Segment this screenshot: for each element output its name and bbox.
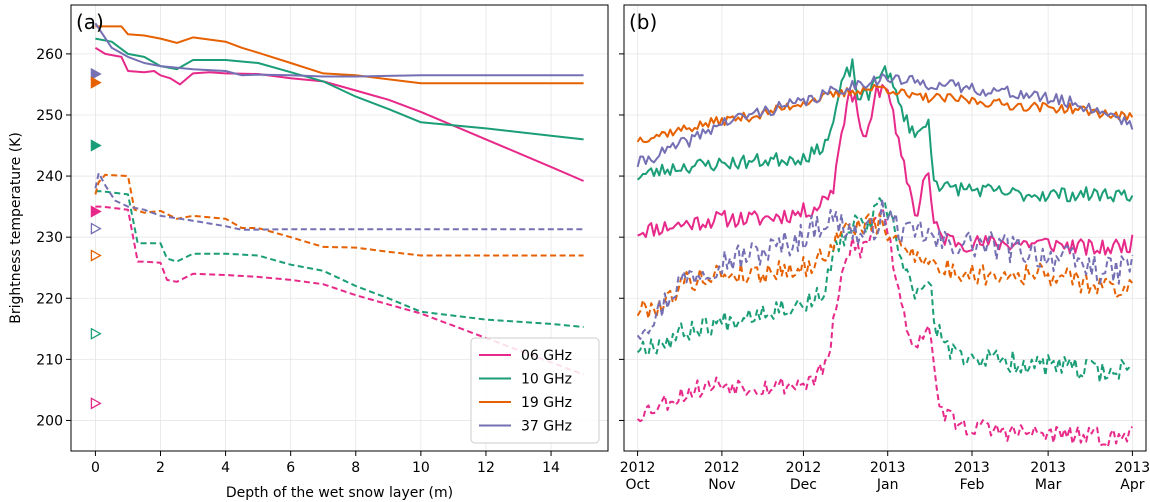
y-tick-label: 240 [36, 169, 63, 185]
panel-label: (b) [629, 10, 657, 34]
y-tick-label: 260 [36, 47, 63, 63]
y-axis-title: Brightness temperature (K) [8, 132, 24, 324]
marker-06-ghz-filled [90, 205, 102, 218]
marker-10-ghz-filled [90, 139, 102, 152]
marker-06-ghz-open [90, 397, 102, 410]
x-tick-label-month: Dec [790, 477, 817, 493]
x-tick-label: 12 [477, 460, 495, 476]
series-line-37-ghz-solid [636, 73, 1134, 168]
marker-19-ghz-open [90, 249, 102, 262]
legend-label: 37 GHz [521, 419, 572, 435]
series-line-10-ghz-dashed [636, 197, 1133, 384]
series-line-19-ghz-solid [95, 25, 584, 85]
x-tick-label-year: 2012 [620, 460, 656, 476]
x-tick-label-month: Feb [960, 477, 985, 493]
x-tick-label: 10 [412, 460, 430, 476]
series-line-06-ghz-dashed [636, 207, 1134, 448]
panel-label: (a) [76, 10, 104, 34]
panel-a: 200 210 220 230 240 250 260 0 2 4 6 8 10 12 14 (a) Depth… [8, 4, 609, 501]
y-tick-label: 250 [36, 108, 63, 124]
series-line-37-ghz-dashed [94, 172, 584, 231]
x-tick-label-year: 2013 [954, 460, 990, 476]
plot-frame [623, 4, 1147, 452]
x-tick-label-month: Mar [1035, 477, 1062, 493]
x-tick-label: 6 [286, 460, 295, 476]
series-line-06-ghz-solid [94, 46, 584, 182]
legend-box [470, 337, 600, 444]
series-line-10-ghz-solid [95, 37, 584, 141]
x-tick-label: 14 [542, 460, 560, 476]
y-tick-label: 200 [36, 413, 63, 429]
marker-19-ghz-filled [90, 76, 102, 89]
series-line-19-ghz-dashed [94, 173, 584, 257]
x-tick-label-year: 2013 [1030, 460, 1066, 476]
y-tick-label: 220 [36, 291, 63, 307]
x-tick-label-year: 2012 [786, 460, 822, 476]
marker-37-ghz-filled [90, 67, 102, 81]
x-tick-label-year: 2013 [1115, 460, 1150, 476]
marker-10-ghz-open [90, 327, 102, 340]
x-tick-label: 8 [351, 460, 360, 476]
series-line-37-ghz-solid [94, 22, 584, 78]
x-axis-title: Depth of the wet snow layer (m) [226, 485, 453, 501]
x-tick-label-month: Nov [708, 477, 735, 493]
x-tick-label: 2 [156, 460, 165, 476]
y-tick-label: 210 [36, 352, 63, 368]
x-tick-label: 4 [221, 460, 230, 476]
series-line-06-ghz-dashed [95, 205, 584, 376]
y-tick-label: 230 [36, 230, 63, 246]
x-tick-label: 0 [91, 460, 100, 476]
x-tick-label-month: Oct [625, 477, 650, 493]
x-tick-label-month: Apr [1120, 477, 1144, 493]
x-tick-label-year: 2013 [870, 460, 906, 476]
series-line-19-ghz-dashed [636, 213, 1134, 320]
series-line-10-ghz-dashed [95, 190, 584, 328]
panel-b: 2012Oct2012Nov2012Dec2013Jan2013Feb2013M… [619, 4, 1150, 493]
legend-label: 10 GHz [521, 372, 572, 388]
x-tick-label-month: Jan [876, 477, 899, 493]
x-tick-label-year: 2012 [704, 460, 740, 476]
marker-37-ghz-open [90, 222, 102, 235]
series-line-37-ghz-dashed [636, 197, 1134, 340]
legend-label: 06 GHz [521, 348, 572, 364]
legend-label: 19 GHz [521, 395, 572, 411]
series-line-10-ghz-solid [636, 58, 1134, 203]
plot-frame [70, 4, 609, 452]
series-line-19-ghz-solid [636, 83, 1134, 144]
